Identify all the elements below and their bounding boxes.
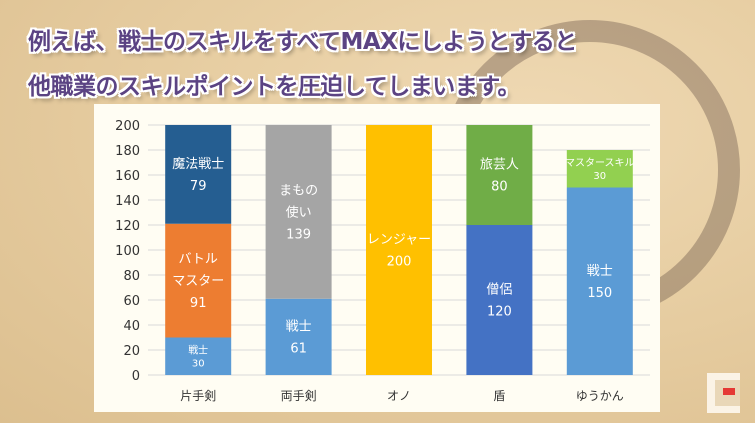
channel-logo [707, 373, 740, 413]
bar-segment [265, 298, 332, 375]
data-label-value: 139 [286, 227, 311, 242]
y-tick-label: 180 [115, 144, 140, 159]
data-label-series: 戦士 [587, 264, 613, 279]
data-label-series: 魔法戦士 [172, 157, 224, 172]
title-line-2: 他職業のスキルポイントを圧迫してしまいます。 [28, 74, 521, 100]
data-label-value: 79 [190, 179, 207, 194]
data-label-value: 91 [190, 296, 207, 311]
data-label-value: 120 [487, 305, 512, 320]
bar-segment [265, 125, 332, 299]
bar-segment [165, 337, 232, 375]
bar-segment [466, 125, 533, 225]
x-tick-label: 両手剣 [281, 389, 317, 403]
x-tick-label: 片手剣 [180, 389, 216, 403]
data-label-value: 200 [387, 255, 412, 270]
y-tick-label: 80 [123, 269, 140, 284]
data-label-series: 旅芸人 [480, 157, 519, 173]
y-tick-label: 100 [115, 244, 140, 259]
bar-segment [566, 187, 633, 375]
data-label-value: 150 [587, 286, 612, 301]
y-tick-label: 20 [123, 344, 140, 359]
y-tick-label: 60 [123, 294, 140, 309]
x-tick-label: ゆうかん [576, 389, 624, 403]
data-label-series: 使い [286, 204, 312, 220]
bar-segment [466, 225, 533, 375]
data-label-value: 80 [491, 180, 508, 195]
bar-segment [165, 125, 232, 224]
chart-panel: 0 20 40 60 80 100 120 140 160 180 200 戦士 30 バトルマスター 91… [94, 104, 660, 412]
data-label-value: 30 [192, 358, 205, 369]
y-tick-label: 160 [115, 169, 140, 184]
data-label-series: まもの [279, 183, 318, 198]
data-label-series: マスタースキル [565, 157, 635, 169]
bar-segment [366, 125, 432, 375]
x-tick-label: オノ [387, 389, 411, 403]
y-tick-label: 120 [115, 219, 140, 234]
y-tick-label: 40 [123, 319, 140, 334]
y-tick-label: 140 [115, 194, 140, 209]
data-label-series: 僧侶 [486, 283, 512, 298]
data-label-series: バトル [179, 252, 218, 267]
data-label-series: 戦士 [286, 319, 312, 334]
bar-segment [566, 150, 633, 188]
y-tick-label: 200 [115, 119, 140, 134]
data-label-series: 戦士 [188, 343, 208, 356]
bar-segment [165, 223, 232, 338]
data-label-value: 30 [593, 171, 606, 182]
data-label-series: レンジャー [367, 233, 431, 248]
data-label-value: 61 [290, 341, 307, 356]
data-label-series: マスター [172, 274, 224, 289]
title-line-1: 例えば、戦士のスキルをすべてMAXにしようとすると [28, 29, 577, 55]
x-tick-label: 盾 [493, 389, 505, 403]
y-tick-label: 0 [132, 369, 140, 384]
